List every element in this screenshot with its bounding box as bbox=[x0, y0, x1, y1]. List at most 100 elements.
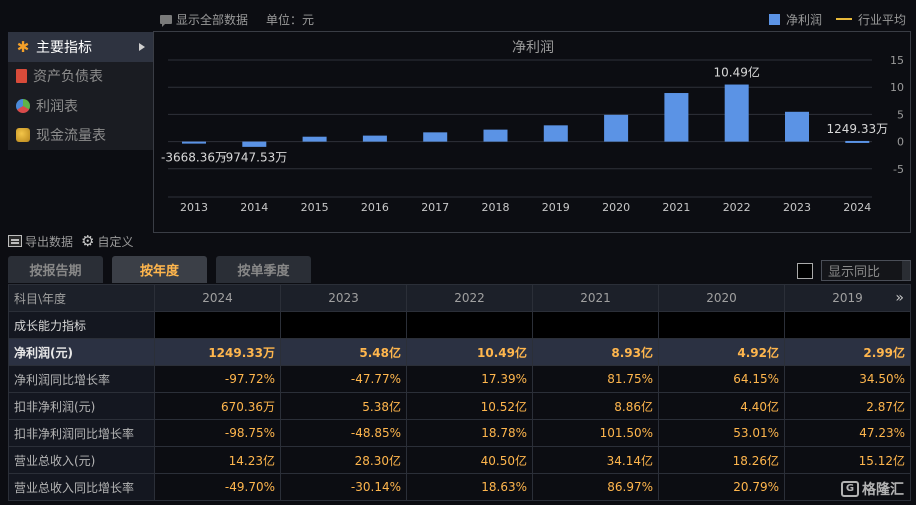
message-icon bbox=[160, 14, 172, 27]
table-cell: 18.26亿 bbox=[658, 446, 785, 474]
table-row: 营业总收入同比增长率 -49.70% -30.14% 18.63% 86.97% 20.7… bbox=[8, 473, 911, 501]
table-cell: 47.23% bbox=[784, 419, 911, 447]
menu-item-balance-sheet[interactable]: 资产负债表 bbox=[8, 62, 153, 92]
menu-item-income-statement[interactable]: 利润表 bbox=[8, 91, 153, 121]
tab-by-report-period[interactable]: 按报告期 bbox=[8, 256, 103, 283]
menu-item-label: 主要指标 bbox=[36, 39, 92, 56]
table-cell: 14.23亿 bbox=[154, 446, 281, 474]
customize-label: 自定义 bbox=[97, 234, 134, 249]
table-header-row: 科目\年度 2024 2023 2022 2021 2020 2019 » bbox=[8, 284, 911, 312]
bar-2023[interactable] bbox=[785, 111, 809, 142]
table-cell: 34.14亿 bbox=[532, 446, 659, 474]
header-year-with-more: 2019 » bbox=[784, 284, 911, 312]
bar-2013[interactable] bbox=[182, 141, 206, 144]
menu-item-label: 资产负债表 bbox=[33, 69, 103, 86]
chart-legend: 净利润 行业平均 bbox=[768, 9, 906, 29]
table-cell: 5.48亿 bbox=[280, 338, 407, 366]
bar-2022[interactable] bbox=[724, 84, 749, 142]
document-icon bbox=[16, 69, 27, 84]
chart-title: 净利润 bbox=[512, 40, 554, 56]
watermark: G 格隆汇 bbox=[841, 479, 904, 499]
table-cell: 4.92亿 bbox=[658, 338, 785, 366]
row-label: 净利润(元) bbox=[8, 338, 155, 366]
table-cell: -49.70% bbox=[154, 473, 281, 501]
yoy-checkbox[interactable] bbox=[797, 262, 813, 279]
bar-2014[interactable] bbox=[242, 141, 267, 147]
x-tick-label: 2019 bbox=[542, 201, 570, 214]
menu-item-label: 利润表 bbox=[36, 98, 78, 115]
customize-button[interactable]: ⚙ 自定义 bbox=[81, 233, 133, 250]
table-row: 成长能力指标 bbox=[8, 311, 911, 339]
table-cell: 10.52亿 bbox=[406, 392, 533, 420]
table-cell: -98.75% bbox=[154, 419, 281, 447]
table-cell: 34.50% bbox=[784, 365, 911, 393]
table-cell: 81.75% bbox=[532, 365, 659, 393]
bar-2016[interactable] bbox=[362, 135, 387, 142]
export-icon bbox=[8, 235, 22, 247]
y-tick-label: 5 bbox=[897, 108, 904, 121]
bar-2015[interactable] bbox=[302, 136, 327, 142]
star-icon: ✱ bbox=[16, 37, 30, 56]
yoy-select[interactable]: 显示同比 bbox=[821, 260, 911, 281]
x-tick-label: 2018 bbox=[482, 201, 510, 214]
table-cell: 101.50% bbox=[532, 419, 659, 447]
table-cell: 1249.33万 bbox=[154, 338, 281, 366]
menu-item-cash-flow[interactable]: 现金流量表 bbox=[8, 121, 153, 151]
table-actions: 导出数据 ⚙ 自定义 bbox=[8, 231, 133, 251]
chevron-right-icon bbox=[139, 42, 145, 51]
tab-by-quarter[interactable]: 按单季度 bbox=[216, 256, 311, 283]
brand-logo-icon: G bbox=[841, 481, 859, 497]
bar-2024[interactable] bbox=[845, 140, 870, 143]
table-cell: -48.85% bbox=[280, 419, 407, 447]
header-year: 2024 bbox=[154, 284, 281, 312]
coins-icon bbox=[16, 128, 30, 143]
y-tick-label: 0 bbox=[897, 136, 904, 149]
table-cell: 10.49亿 bbox=[406, 338, 533, 366]
table-cell bbox=[658, 311, 785, 339]
chart-toolbar: 显示全部数据 单位：元 bbox=[160, 9, 314, 29]
table-cell: 8.86亿 bbox=[532, 392, 659, 420]
table-cell: 17.39% bbox=[406, 365, 533, 393]
table-cell: 4.40亿 bbox=[658, 392, 785, 420]
table-row: 净利润同比增长率 -97.72% -47.77% 17.39% 81.75% 64.15%… bbox=[8, 365, 911, 393]
legend-bar-label[interactable]: 净利润 bbox=[785, 12, 822, 27]
table-row: 营业总收入(元) 14.23亿 28.30亿 40.50亿 34.14亿 18.26亿 15… bbox=[8, 446, 911, 474]
bar-2020[interactable] bbox=[604, 114, 629, 142]
financial-indicators-table: 科目\年度 2024 2023 2022 2021 2020 2019 » 成长能… bbox=[8, 284, 911, 501]
x-tick-label: 2020 bbox=[602, 201, 630, 214]
net-profit-chart: 净利润 15 10 5 0 -5 2013 2014 2015 2016 2017 2018 2019… bbox=[153, 31, 911, 233]
table-cell: 8.93亿 bbox=[532, 338, 659, 366]
table-cell: 53.01% bbox=[658, 419, 785, 447]
data-label: -9747.53万 bbox=[221, 151, 287, 165]
x-tick-label: 2015 bbox=[301, 201, 329, 214]
table-cell: 18.78% bbox=[406, 419, 533, 447]
x-tick-label: 2022 bbox=[723, 201, 751, 214]
show-all-data-toggle[interactable]: 显示全部数据 bbox=[160, 11, 248, 28]
chart-canvas: 15 10 5 0 -5 2013 2014 2015 2016 2017 2018 2019 2020… bbox=[161, 54, 904, 214]
bar-2018[interactable] bbox=[483, 129, 508, 142]
legend-line-swatch bbox=[835, 18, 852, 20]
header-year: 2023 bbox=[280, 284, 407, 312]
legend-line-label[interactable]: 行业平均 bbox=[857, 12, 906, 27]
bar-2021[interactable] bbox=[664, 93, 689, 142]
bar-2017[interactable] bbox=[423, 132, 448, 142]
yoy-control: 显示同比 bbox=[797, 260, 911, 281]
x-tick-label: 2024 bbox=[843, 201, 871, 214]
row-label: 扣非净利润(元) bbox=[8, 392, 155, 420]
row-label: 扣非净利润同比增长率 bbox=[8, 419, 155, 447]
tab-by-year[interactable]: 按年度 bbox=[112, 256, 207, 283]
yoy-label: 显示同比 bbox=[828, 265, 881, 280]
table-row: 扣非净利润(元) 670.36万 5.38亿 10.52亿 8.86亿 4.40亿 2.87… bbox=[8, 392, 911, 420]
table-cell: 18.63% bbox=[406, 473, 533, 501]
table-cell: 40.50亿 bbox=[406, 446, 533, 474]
menu-item-main-indicators[interactable]: ✱ 主要指标 bbox=[8, 32, 153, 62]
gear-icon: ⚙ bbox=[81, 232, 95, 250]
double-chevron-right-icon[interactable]: » bbox=[895, 290, 904, 306]
bar-2019[interactable] bbox=[543, 125, 568, 142]
row-label: 净利润同比增长率 bbox=[8, 365, 155, 393]
table-cell: 20.79% bbox=[658, 473, 785, 501]
row-label: 营业总收入同比增长率 bbox=[8, 473, 155, 501]
export-data-button[interactable]: 导出数据 bbox=[8, 233, 73, 250]
x-tick-label: 2016 bbox=[361, 201, 389, 214]
indicator-menu: ✱ 主要指标 资产负债表 利润表 现金流量表 bbox=[8, 32, 153, 150]
